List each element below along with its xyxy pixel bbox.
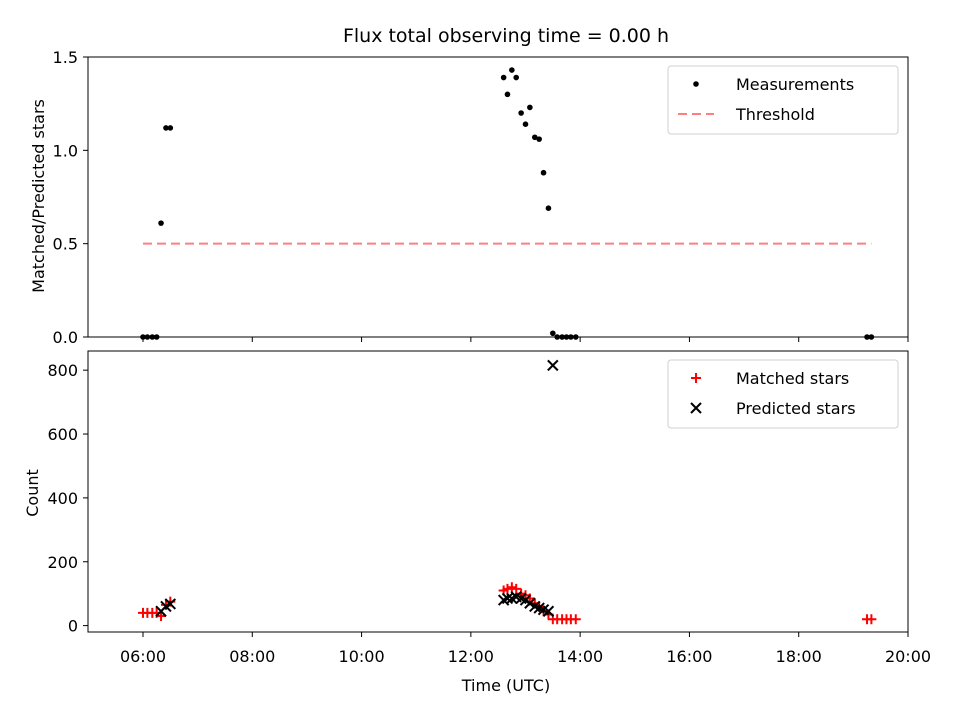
measurement-point	[527, 104, 533, 111]
x-tick-label: 06:00	[120, 647, 166, 666]
predicted-star-point	[547, 359, 559, 372]
matched-star-point	[570, 614, 581, 625]
y-tick-label: 1.0	[53, 141, 78, 160]
x-tick-label: 12:00	[448, 647, 494, 666]
measurement-point	[504, 91, 511, 98]
bottom-axes: 06:00 08:00 10:00 12:00 14:00 16:00 18:00 20:00…	[47, 350, 931, 666]
measurement-point	[550, 330, 556, 337]
matched-star-point	[506, 582, 517, 593]
matched-star-point	[511, 583, 522, 594]
predicted-star-point	[164, 598, 177, 610]
measurement-point	[554, 334, 560, 340]
measurement-point	[153, 334, 160, 340]
y-tick-label: 0.5	[53, 235, 78, 254]
measurement-point	[559, 334, 565, 340]
predicted-star-point	[501, 592, 514, 605]
y-tick-label: 800	[47, 361, 78, 380]
measurement-point	[509, 67, 515, 73]
measurement-point	[536, 136, 542, 142]
measurement-point	[518, 110, 524, 116]
legend-label: Measurements	[736, 75, 854, 94]
chart-title: Flux total observing time = 0.00 h	[343, 25, 669, 47]
legend-label: Matched stars	[736, 369, 849, 388]
legend	[667, 359, 899, 429]
x-tick-label: 18:00	[776, 647, 822, 666]
measurement-point	[572, 334, 579, 340]
x-tick-label: 20:00	[885, 647, 931, 666]
x-tick-label: 16:00	[666, 647, 712, 666]
y-tick-label: 0.0	[53, 328, 78, 347]
measurement-point	[513, 74, 520, 81]
matched-star-point	[156, 611, 167, 622]
measurement-point	[500, 74, 507, 81]
matched-star-point	[502, 583, 513, 594]
y-tick-label: 600	[47, 425, 78, 444]
legend-label: Threshold	[735, 105, 815, 124]
top-y-axis-title: Matched/Predicted stars	[29, 99, 48, 293]
y-tick-label: 400	[47, 489, 78, 508]
measurement-point	[167, 125, 174, 131]
y-tick-label: 0	[68, 617, 78, 636]
matched-star-point	[866, 614, 877, 625]
measurement-point	[158, 220, 164, 226]
measurement-point	[864, 334, 870, 340]
legend-measurement-swatch	[693, 81, 699, 87]
x-axis-title: Time (UTC)	[461, 676, 550, 695]
legend-matched-swatch	[691, 373, 701, 383]
y-tick-label: 1.5	[53, 48, 78, 67]
x-tick-label: 10:00	[339, 647, 385, 666]
axes-frame	[87, 350, 909, 633]
measurement-point	[140, 334, 146, 340]
measurement-point	[531, 134, 538, 141]
legend	[667, 65, 899, 135]
measurement-point	[545, 205, 552, 211]
y-tick-label: 200	[47, 553, 78, 572]
top-axes: 0.0 0.5 1.0 1.5 Measurements Threshold	[53, 48, 909, 347]
predicted-star-point	[524, 597, 536, 609]
legend-label: Predicted stars	[736, 399, 856, 418]
measurement-point	[149, 334, 156, 340]
measurement-point	[563, 334, 570, 340]
predicted-star-point	[542, 605, 555, 617]
legend-predicted-swatch	[690, 402, 702, 414]
measurement-point	[163, 125, 169, 131]
measurement-point	[540, 169, 547, 176]
x-tick-label: 08:00	[229, 647, 275, 666]
measurement-point	[868, 334, 875, 340]
x-tick-label: 14:00	[557, 647, 603, 666]
axes-frame	[87, 56, 909, 338]
measurement-point	[144, 334, 151, 340]
measurement-point	[568, 334, 574, 340]
measurement-point	[522, 121, 529, 127]
bottom-y-axis-title: Count	[23, 469, 42, 517]
